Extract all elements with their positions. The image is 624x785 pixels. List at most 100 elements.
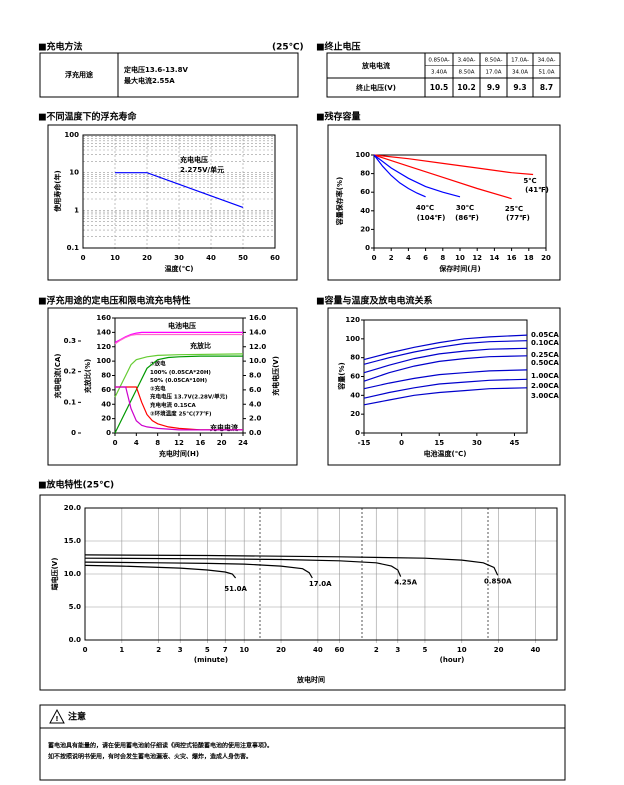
series-line <box>115 172 244 208</box>
y2-tick-label: 6.0 <box>249 386 262 394</box>
series-line <box>84 564 237 579</box>
y2-tick-label: 2.0 <box>249 415 262 423</box>
y2-tick-label: 14.0 <box>249 328 266 336</box>
y-tick-label: 0.0 <box>69 636 82 644</box>
x-tick-label: 16 <box>195 439 205 447</box>
y-tick-label: 100 <box>64 131 79 139</box>
plot-frame <box>373 154 547 249</box>
legend-line: ②充电 <box>150 384 166 392</box>
y-tick-label: 140 <box>96 328 111 336</box>
y-tick-label: 40 <box>360 207 370 215</box>
table-cell: 17.0A <box>485 70 501 76</box>
table-cell: 放电电流 <box>361 61 390 70</box>
plot-frame <box>82 134 276 249</box>
plot-frame <box>114 317 244 434</box>
x-tick-label: 30 <box>174 254 184 262</box>
series-line <box>114 333 243 345</box>
series-label: 0.25CA <box>531 351 559 359</box>
series-line <box>373 154 534 176</box>
series-label: 0.10CA <box>531 339 559 347</box>
table-cell: 51.0A <box>538 70 554 76</box>
series-label: 0.50CA <box>531 359 559 367</box>
series-line <box>84 554 499 576</box>
y-axis-label: 端电压(V) <box>50 558 59 591</box>
table-cell: 8.50A- <box>485 58 503 64</box>
y2-tick-label: 12.0 <box>249 343 266 351</box>
x-tick-label: 0 <box>399 439 404 447</box>
table-cell: 8.7 <box>540 83 553 92</box>
table-cell: 10.2 <box>457 83 476 92</box>
x-tick-label: 3 <box>178 646 183 654</box>
y-tick-label: 0 <box>355 429 360 437</box>
y-tick-label: 120 <box>345 316 360 324</box>
y-tick-label: 120 <box>96 343 111 351</box>
x-tick-label: 14 <box>490 254 500 262</box>
series-label: (41℉) <box>525 186 549 194</box>
x-tick-label: 60 <box>335 646 345 654</box>
table-cell: 定电压13.6-13.8V <box>124 65 188 74</box>
x-tick-label: 10 <box>457 646 467 654</box>
chart-frame <box>47 307 298 466</box>
table-cell: 9.9 <box>487 83 500 92</box>
x-tick-label: 12 <box>174 439 184 447</box>
x-tick-label: 4 <box>406 254 411 262</box>
series-label: 3.00CA <box>531 392 559 400</box>
series-label: 1.00CA <box>531 372 559 380</box>
table-cell: 34.0A- <box>538 58 556 64</box>
legend-line: 50% (0.05CA*10H) <box>150 378 208 384</box>
chart: ■浮充用途的定电压和限电流充电特性0204060801001201401600.… <box>38 295 298 466</box>
y-tick-label: 10.0 <box>64 570 81 578</box>
chart: ■残存容量 0 20 40 60 80 100 0 2 4 6 8 10 12 14 16 18 20 保存时间(月… <box>316 111 561 281</box>
series-line <box>114 331 243 343</box>
x-axis-label: 放电时间 <box>296 675 325 684</box>
series-line <box>363 369 528 390</box>
series-line <box>115 386 243 431</box>
legend-line: ③环境温度 25℃(77℉) <box>150 409 212 417</box>
x-unit-label: (hour) <box>440 656 465 664</box>
y2-axis-label: 充电电压(V) <box>271 356 280 396</box>
y2-tick-label: 10.0 <box>249 357 266 365</box>
series-label: (86℉) <box>455 214 479 222</box>
x-tick-label: 2 <box>156 646 161 654</box>
y-tick-label: 100 <box>96 357 111 365</box>
y-tick-label: 60 <box>101 386 111 394</box>
x-tick-label: 1 <box>119 646 124 654</box>
series-line <box>363 378 528 399</box>
y-tick-label: 0.1 <box>67 244 80 252</box>
y3-tick-label: 0.2 <box>64 368 77 376</box>
y-tick-label: 100 <box>355 151 370 159</box>
series-line <box>373 154 461 198</box>
y-tick-label: 20 <box>101 415 111 423</box>
notice-title: 注意 <box>68 711 86 723</box>
y2-tick-label: 16.0 <box>249 314 266 322</box>
table-cell: 3.40A- <box>458 58 476 64</box>
y3-tick-label: 0.3 <box>64 337 77 345</box>
series-line <box>84 557 402 577</box>
chart-frame <box>327 307 561 466</box>
x-tick-label: 18 <box>524 254 534 262</box>
chart-title: ■容量与温度及放电电流关系 <box>316 295 433 307</box>
x-axis-label: 温度(℃) <box>165 264 194 273</box>
x-axis-label: 电池温度(℃) <box>424 449 467 458</box>
table-border <box>326 52 561 98</box>
series-line <box>363 340 528 365</box>
series-line <box>373 154 512 200</box>
series-line <box>114 355 243 434</box>
warning-mark: ! <box>55 715 58 723</box>
x-tick-label: 40 <box>531 646 541 654</box>
legend-line: 充电电压 13.7V(2.28V/单元) <box>150 393 228 401</box>
table-cell: 浮充用途 <box>65 70 94 79</box>
x-tick-label: 40 <box>313 646 323 654</box>
annotation: 充放比 <box>190 341 211 350</box>
annotation: 2.275V/单元 <box>180 165 224 174</box>
x-tick-label: 5 <box>423 646 428 654</box>
y3-tick-label: 0.1 <box>64 398 77 406</box>
y-tick-label: 10 <box>69 169 79 177</box>
x-axis-label: 充电时间(H) <box>159 449 199 458</box>
series-label: 0.850A <box>484 577 512 585</box>
warning-icon <box>49 708 65 724</box>
chart-frame <box>39 494 566 691</box>
x-tick-label: 0 <box>113 439 118 447</box>
x-tick-label: 50 <box>238 254 248 262</box>
